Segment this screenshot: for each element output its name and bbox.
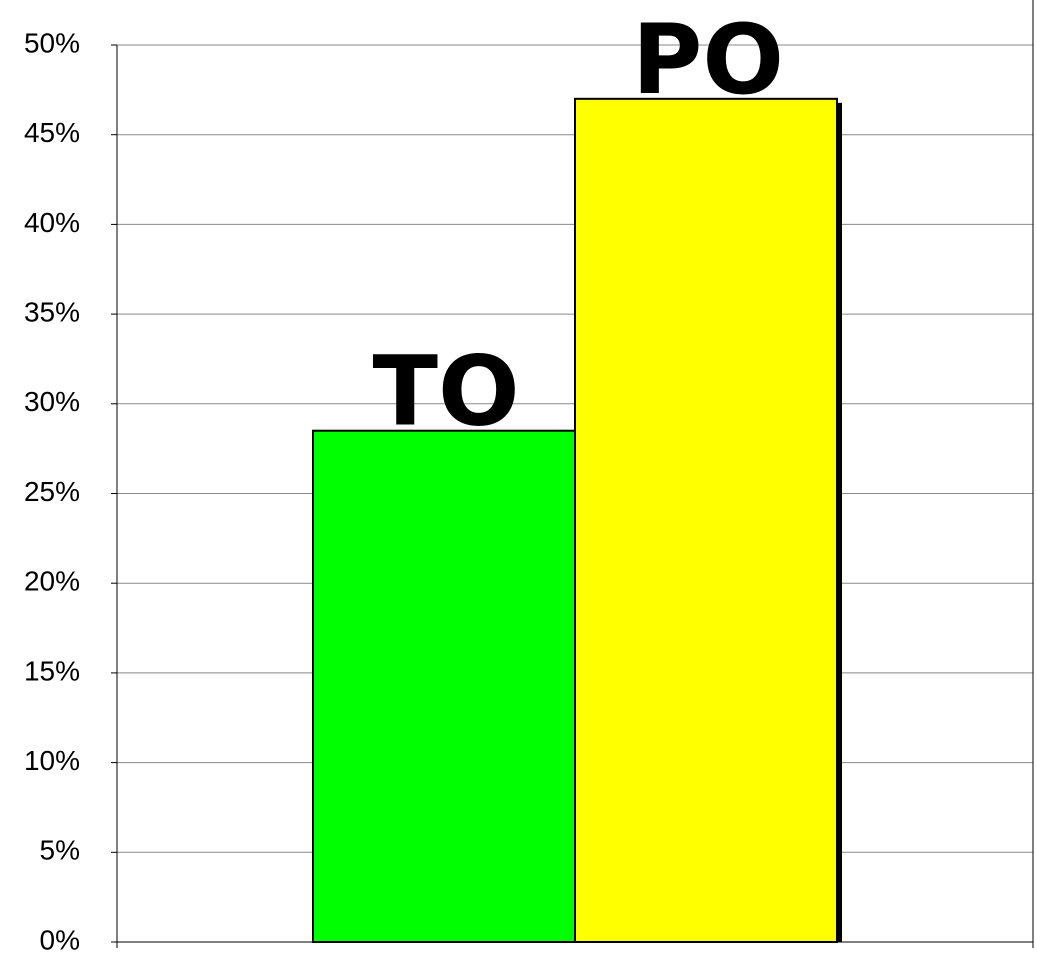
- y-tick-label: 20%: [24, 566, 80, 597]
- y-tick-label: 25%: [24, 476, 80, 507]
- category-label: TO: [372, 336, 519, 448]
- y-tick-label: 30%: [24, 386, 80, 417]
- y-tick-label: 10%: [24, 745, 80, 776]
- y-tick-label: 40%: [24, 207, 80, 238]
- y-tick-label: 15%: [24, 655, 80, 686]
- bar: [312, 429, 576, 943]
- category-label: PO: [632, 4, 784, 116]
- y-tick-label: 5%: [40, 835, 80, 866]
- y-tick-label: 35%: [24, 296, 80, 327]
- y-tick-label: 50%: [24, 27, 80, 58]
- y-tick-label: 0%: [40, 924, 80, 955]
- y-tick-label: 45%: [24, 117, 80, 148]
- bar: [574, 97, 838, 943]
